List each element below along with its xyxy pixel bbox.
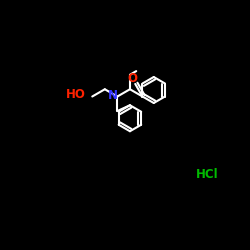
Text: N: N [108,89,118,102]
Text: HO: HO [66,88,86,101]
Text: O: O [127,72,137,86]
Text: HCl: HCl [196,168,219,181]
